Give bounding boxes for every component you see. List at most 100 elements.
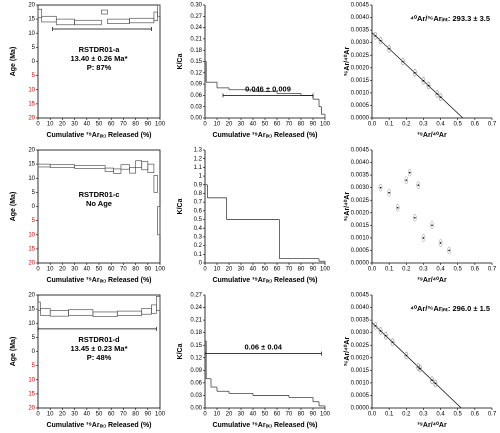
mean-label: 0.046 ± 0.009 [245, 84, 291, 93]
y-tick-label: 0.0040 [351, 160, 370, 166]
sample-label: No Age [86, 199, 112, 208]
intercept-label: ⁴⁰Ar/³⁶Arᵢₙₜ: 296.0 ± 1.5 [410, 304, 490, 313]
y-tick-label: 0 [32, 204, 36, 210]
y-tick-label: 0.0040 [351, 305, 370, 311]
sample-label: P: 87% [87, 63, 112, 72]
data-point [405, 354, 408, 357]
x-tick-label: 90 [144, 412, 151, 418]
x-tick-label: 60 [274, 412, 281, 418]
data-ellipse [416, 363, 421, 371]
data-ellipse [378, 183, 383, 192]
x-tick-label: 70 [120, 122, 127, 128]
y-tick-label: 0.27 [190, 293, 202, 299]
data-point [439, 96, 442, 98]
x-tick-label: 0.5 [454, 412, 463, 418]
y-tick-label: 0.30 [190, 3, 202, 9]
y-tick-label: 0.0000 [351, 116, 370, 122]
data-point [419, 367, 421, 370]
y-axis-label: Age (Ma) [10, 192, 17, 222]
data-point [422, 80, 425, 82]
age-step [49, 310, 69, 317]
x-tick-label: 10 [214, 267, 221, 273]
data-ellipse [413, 214, 417, 222]
data-point [388, 191, 390, 194]
age-step [68, 309, 94, 316]
y-tick-label: 10 [28, 232, 35, 238]
y-tick-label: 10 [28, 176, 35, 182]
x-tick-label: 0.6 [471, 267, 480, 273]
y-tick-label: 0.0000 [351, 406, 370, 412]
age-step [129, 167, 136, 174]
x-tick-label: 50 [262, 267, 269, 273]
y-tick-label: 0.3 [194, 235, 203, 241]
x-tick-label: 0.4 [436, 412, 445, 418]
age-step [113, 168, 122, 174]
x-tick-label: 80 [132, 122, 139, 128]
x-tick-label: 40 [250, 267, 257, 273]
y-tick-label: 0.0020 [351, 65, 370, 71]
y-tick-label: 0.0010 [351, 90, 370, 96]
y-tick-label: 0.0025 [351, 53, 370, 59]
y-tick-label: 20 [28, 116, 35, 122]
x-tick-label: 100 [155, 122, 166, 128]
data-point [422, 237, 425, 239]
x-tick-label: 60 [274, 267, 281, 273]
x-tick-label: 0.6 [471, 122, 480, 128]
data-point [431, 379, 433, 381]
x-tick-label: 0.5 [454, 122, 463, 128]
x-tick-label: 80 [298, 412, 305, 418]
x-tick-label: 50 [262, 412, 269, 418]
age-step [147, 163, 155, 173]
x-axis-label: Cumulative ³⁹Ar₍ₖ₎ Released (%) [46, 422, 151, 429]
x-axis-label: Cumulative ³⁹Ar₍ₖ₎ Released (%) [46, 132, 151, 139]
x-tick-label: 10 [214, 412, 221, 418]
sample-label: P: 48% [87, 353, 112, 362]
age-step [153, 11, 158, 21]
age-step [153, 175, 158, 193]
age-step [37, 301, 41, 311]
data-point [427, 84, 430, 87]
x-tick-label: 0.1 [385, 412, 394, 418]
y-tick-label: 0.0045 [351, 148, 370, 154]
y-tick-label: 1 [199, 174, 203, 180]
mean-bracket [222, 93, 314, 98]
y-axis-label: K/Ca [177, 198, 184, 214]
x-tick-label: 0.7 [488, 412, 497, 418]
x-tick-label: 10 [47, 122, 54, 128]
x-tick-label: 80 [132, 267, 139, 273]
y-tick-label: 5 [32, 218, 36, 224]
x-tick-label: 40 [83, 412, 90, 418]
age-step [40, 308, 51, 316]
y-tick-label: 0.21 [190, 318, 202, 324]
age-step [141, 160, 149, 171]
x-tick-label: 0.7 [488, 267, 497, 273]
x-tick-label: 50 [96, 122, 103, 128]
y-tick-label: 0.0020 [351, 210, 370, 216]
y-tick-label: 0.24 [190, 305, 202, 311]
y-tick-label: 0.7 [194, 200, 203, 206]
y-tick-label: 0.27 [190, 14, 202, 20]
y-axis-label: ³⁶Ar/⁴⁰Ar [343, 47, 351, 77]
age-step [37, 163, 51, 168]
y-tick-label: 20 [28, 148, 35, 154]
y-axis-label: K/Ca [177, 343, 184, 359]
x-tick-label: 0 [203, 412, 207, 418]
age-step [116, 310, 143, 316]
data-ellipse [430, 221, 434, 230]
data-ellipse [438, 93, 443, 101]
sample-label: RSTDR01-a [79, 45, 121, 54]
x-axis-label: Cumulative ³⁹Ar₍ₖ₎ Released (%) [212, 422, 317, 429]
data-ellipse [430, 376, 434, 384]
y-tick-label: 0.00 [190, 116, 202, 122]
y-tick-label: 15 [28, 101, 35, 107]
x-tick-label: 50 [262, 122, 269, 128]
y-tick-label: 0.0035 [351, 318, 370, 324]
x-tick-label: 0.7 [488, 122, 497, 128]
x-tick-label: 0.6 [471, 412, 480, 418]
y-tick-label: 0.0015 [351, 223, 370, 229]
data-point [374, 325, 377, 327]
x-tick-label: 0.0 [368, 267, 377, 273]
x-tick-label: 0.3 [419, 267, 428, 273]
x-tick-label: 40 [83, 267, 90, 273]
y-tick-label: 20 [28, 3, 35, 9]
